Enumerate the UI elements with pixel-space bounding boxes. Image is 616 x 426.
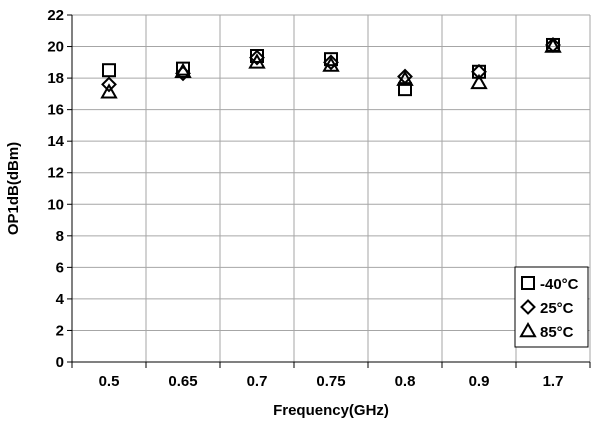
x-tick-label: 0.5 <box>99 373 120 390</box>
legend-item: -40°C <box>521 276 579 293</box>
y-tick-label: 6 <box>56 259 64 276</box>
y-tick-label: 2 <box>56 322 64 339</box>
legend-marker-triangle <box>519 321 537 338</box>
y-tick-label: 14 <box>47 133 64 150</box>
data-point-square <box>176 61 190 76</box>
data-point-triangle <box>396 70 414 86</box>
tick-labels: 0 2 4 6 8 10 12 14 16 18 20 22 0.5 0.65 0.7 0.75 0.8 0.9 1… <box>47 7 563 390</box>
y-tick-label: 18 <box>47 70 64 87</box>
x-tick-label: 1.7 <box>543 373 564 390</box>
y-tick-label: 0 <box>56 354 64 371</box>
legend-marker-square <box>521 276 535 290</box>
y-tick-label: 12 <box>47 165 64 182</box>
data-point-diamond <box>101 76 117 93</box>
y-tick-label: 16 <box>47 102 64 119</box>
legend-box <box>514 266 589 348</box>
y-tick-label: 4 <box>56 291 65 308</box>
x-tick-label: 0.8 <box>395 373 416 390</box>
x-tick-label: 0.7 <box>247 373 268 390</box>
legend-item: 25°C <box>520 299 574 317</box>
data-point-square <box>324 52 338 67</box>
x-tick-label: 0.9 <box>469 373 490 390</box>
data-point-triangle <box>248 53 266 69</box>
legend-marker-diamond <box>520 299 536 315</box>
data-point-diamond <box>249 49 265 66</box>
data-point-diamond <box>397 68 413 85</box>
grid-lines <box>72 14 591 362</box>
data-point-triangle <box>174 62 192 79</box>
data-point-triangle <box>470 73 488 90</box>
legend-label: 85°C <box>540 324 574 341</box>
x-axis-title: Frequency(GHz) <box>273 402 389 419</box>
data-point-triangle <box>100 83 118 99</box>
x-tick-label: 0.65 <box>168 373 197 390</box>
y-tick-label: 22 <box>47 7 64 24</box>
legend: -40°C 25°C 85°C <box>514 266 589 348</box>
data-point-diamond <box>323 54 339 71</box>
data-point-triangle <box>544 37 562 53</box>
data-markers <box>100 37 562 99</box>
legend-label: -40°C <box>540 276 579 293</box>
legend-item: 85°C <box>519 321 574 341</box>
data-point-diamond <box>471 63 487 80</box>
x-tick-label: 0.75 <box>316 373 345 390</box>
y-axis-title: OP1dB(dBm) <box>5 142 22 235</box>
data-point-square <box>102 63 116 78</box>
y-tick-label: 8 <box>56 228 64 245</box>
axes <box>67 14 591 368</box>
y-tick-label: 20 <box>47 39 64 56</box>
legend-label: 25°C <box>540 300 574 317</box>
y-tick-label: 10 <box>47 196 64 213</box>
data-point-triangle <box>322 56 340 72</box>
